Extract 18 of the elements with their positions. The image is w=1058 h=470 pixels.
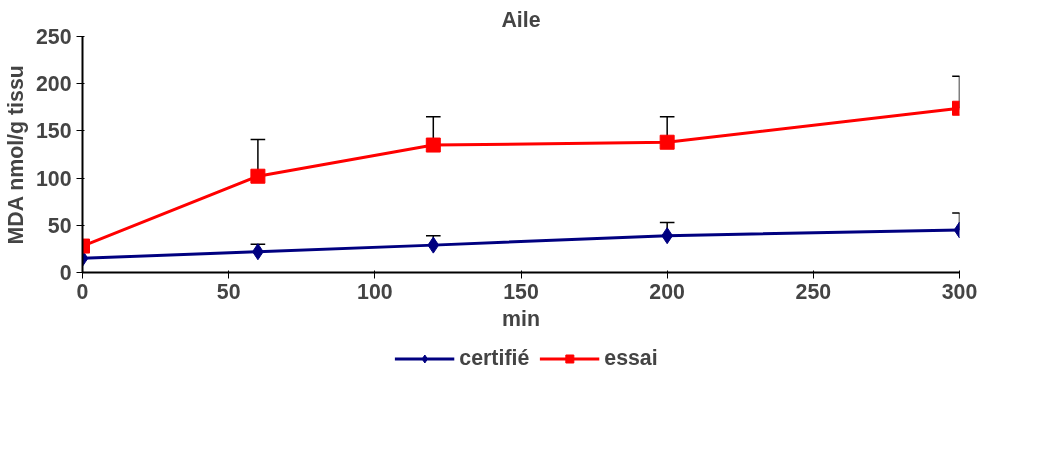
y-tick-label: 0	[59, 261, 72, 285]
legend-label: essai	[604, 345, 658, 371]
y-tick-label: 150	[35, 119, 72, 144]
x-tick-label: 200	[649, 279, 685, 304]
y-tick-label: 100	[35, 166, 72, 191]
y-tick-label: 200	[35, 72, 72, 97]
x-tick-label: 0	[76, 279, 89, 304]
x-tick-label: 300	[941, 279, 978, 304]
y-tick-label: 50	[47, 213, 72, 238]
y-tick-label: 250	[35, 25, 72, 49]
x-tick-label: 50	[216, 279, 241, 304]
x-tick-label: 100	[357, 279, 393, 304]
legend-label: certifié	[459, 345, 530, 371]
x-axis-title: min	[502, 306, 540, 331]
y-axis-title: MDA nmol/g tissu	[3, 65, 28, 245]
x-tick-label: 250	[795, 279, 832, 304]
x-tick-label: 150	[503, 279, 539, 304]
chart-title: Aile	[501, 7, 541, 32]
